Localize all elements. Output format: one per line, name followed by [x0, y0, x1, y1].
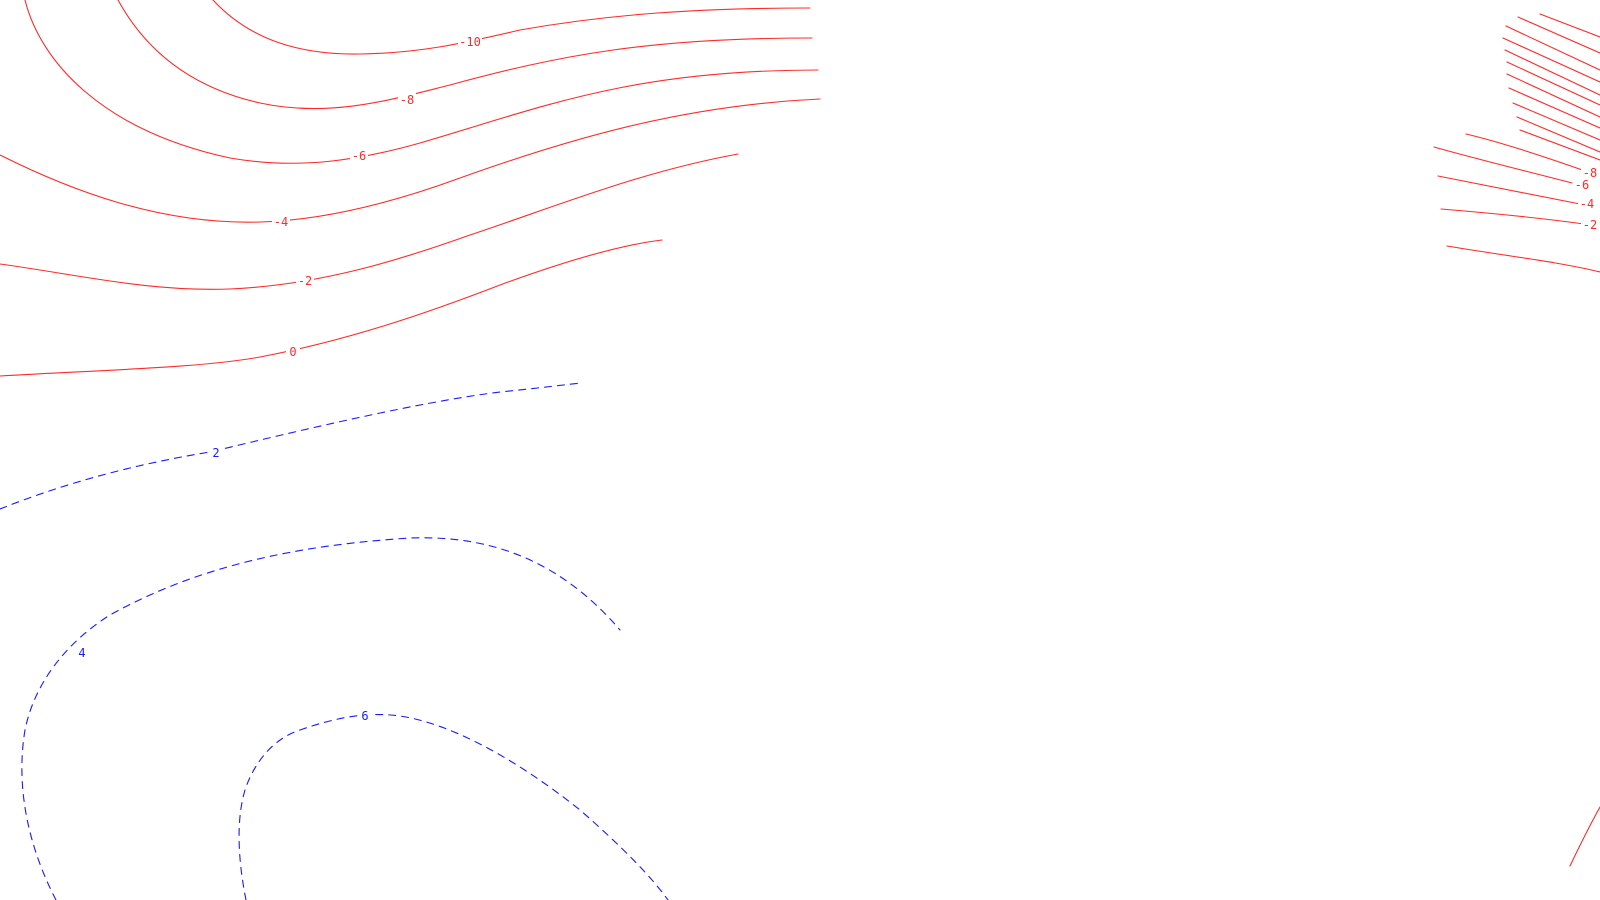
right-hatch-6: [1506, 61, 1600, 106]
contour-line-minus-4: [0, 98, 821, 223]
right-hatch-11: [1519, 129, 1600, 161]
right-hatch-4: [1502, 37, 1600, 83]
contour-line-minus-8: [117, 0, 813, 110]
right-hatch-1: [1539, 13, 1600, 38]
right-contour-minus-6: [1433, 146, 1573, 184]
left-positive-contours: [0, 382, 669, 900]
right-hatch-8: [1508, 87, 1600, 129]
right-label-minus-6: -6: [1573, 177, 1591, 192]
right-contour-outer: [1446, 245, 1600, 273]
right-label-minus-4-text: -4: [1580, 197, 1594, 211]
label-minus-10-text: -10: [459, 35, 481, 49]
label-minus-2: -2: [296, 273, 314, 288]
right-hatch-3: [1505, 25, 1600, 71]
right-label-minus-8: -8: [1581, 165, 1599, 180]
right-negative-contours: [1433, 13, 1600, 867]
contour-line-plus-4: [21, 537, 621, 900]
right-contour-minus-8: [1465, 133, 1589, 173]
right-hatch-9: [1512, 102, 1600, 141]
label-minus-4-text: -4: [274, 215, 288, 229]
label-zero-text: 0: [289, 345, 296, 359]
label-minus-8: -8: [398, 92, 416, 107]
right-label-minus-2: -2: [1581, 217, 1599, 232]
right-label-minus-2-text: -2: [1583, 218, 1597, 232]
label-plus-6-text: 6: [361, 709, 368, 723]
right-contour-bottom: [1569, 806, 1600, 867]
right-contour-minus-4: [1437, 175, 1581, 205]
right-hatch-7: [1506, 73, 1600, 118]
label-plus-2-text: 2: [212, 446, 219, 460]
right-contour-minus-2: [1440, 208, 1585, 225]
label-minus-8-text: -8: [400, 93, 414, 107]
right-label-minus-6-text: -6: [1575, 178, 1589, 192]
contour-labels: -10 -8 -6 -4 -2 0 2 4: [75, 34, 1599, 723]
label-minus-6-text: -6: [352, 149, 366, 163]
right-label-minus-8-text: -8: [1583, 166, 1597, 180]
right-hatch-2: [1517, 16, 1600, 54]
label-minus-6: -6: [350, 148, 368, 163]
label-plus-4-text: 4: [78, 646, 85, 660]
contour-line-minus-2: [0, 153, 739, 290]
label-plus-4: 4: [75, 645, 89, 660]
label-zero: 0: [286, 344, 300, 359]
label-minus-2-text: -2: [298, 274, 312, 288]
right-hatch-5: [1504, 49, 1600, 96]
contour-line-zero: [0, 239, 663, 377]
right-hatch-10: [1516, 116, 1600, 153]
contour-line-plus-6: [238, 714, 669, 900]
label-minus-4: -4: [272, 214, 290, 229]
contour-line-plus-2: [0, 382, 583, 510]
label-plus-2: 2: [209, 445, 223, 460]
label-minus-10: -10: [458, 34, 482, 49]
label-plus-6: 6: [358, 708, 372, 723]
right-label-minus-4: -4: [1578, 196, 1596, 211]
